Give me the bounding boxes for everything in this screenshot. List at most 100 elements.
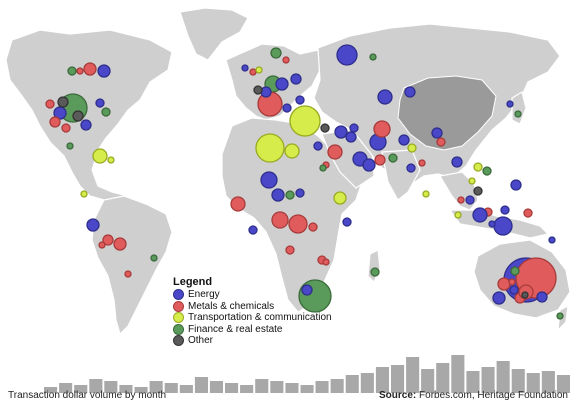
bubble-energy xyxy=(336,44,358,66)
histogram-bar xyxy=(59,383,73,393)
histogram-bar xyxy=(375,367,389,393)
bubble-metals xyxy=(508,278,516,286)
histogram-bar xyxy=(164,383,178,393)
bubble-energy xyxy=(241,64,249,72)
bubble-metals xyxy=(271,211,289,229)
bubble-metals xyxy=(113,237,127,251)
histogram-bar xyxy=(391,365,405,393)
legend-swatch-metals xyxy=(173,300,184,312)
bubble-metals xyxy=(102,234,114,246)
bubble-energy xyxy=(465,195,475,205)
bubble-transportation xyxy=(107,156,115,164)
bubble-metals xyxy=(98,241,106,249)
bubble-energy xyxy=(431,127,443,139)
bubble-other xyxy=(320,123,330,133)
bubble-energy xyxy=(295,95,305,105)
bubble-finance xyxy=(270,47,282,59)
bubble-energy xyxy=(506,100,514,108)
bubble-metals xyxy=(288,214,308,234)
bubble-transportation xyxy=(255,133,285,163)
bubble-energy xyxy=(398,134,410,146)
bubble-transportation xyxy=(92,148,108,164)
bubble-other xyxy=(72,110,84,122)
bubble-metals xyxy=(230,196,246,212)
bubble-metals xyxy=(457,196,465,204)
bubble-finance xyxy=(388,153,398,163)
histogram-bar xyxy=(466,371,480,393)
histogram-bar xyxy=(149,381,163,393)
legend-label-metals: Metals & chemicals xyxy=(188,300,275,312)
histogram-bar xyxy=(119,385,133,393)
bubble-energy xyxy=(492,291,506,305)
bubble-transportation xyxy=(333,191,347,205)
china xyxy=(397,75,497,151)
bubble-energy xyxy=(95,98,105,108)
bubble-other xyxy=(253,85,263,95)
bubble-energy xyxy=(548,236,556,244)
bubble-metals xyxy=(83,62,97,76)
histogram-bar xyxy=(225,383,239,393)
histogram-bar xyxy=(360,373,374,393)
bubble-energy xyxy=(451,156,463,168)
bubble-metals xyxy=(374,154,386,166)
bubble-energy xyxy=(334,125,348,139)
legend-swatch-transportation xyxy=(173,312,184,324)
bubble-energy xyxy=(493,216,513,236)
bubble-metals xyxy=(418,159,426,167)
bubble-transportation xyxy=(473,162,483,172)
histogram-bar xyxy=(541,371,555,393)
legend-item-transportation: Transportation & communication xyxy=(173,312,373,324)
bubble-other xyxy=(57,96,69,108)
bubble-metals xyxy=(45,99,55,109)
bubble-energy xyxy=(362,158,376,172)
bubble-energy xyxy=(406,163,416,173)
histogram-bar xyxy=(511,369,525,393)
bubble-finance xyxy=(556,312,564,320)
bubble-energy xyxy=(271,188,285,202)
bubble-finance xyxy=(101,107,111,117)
bubble-transportation xyxy=(255,66,263,74)
bubble-energy xyxy=(349,123,359,133)
bubble-metals xyxy=(322,258,330,266)
bubble-metals xyxy=(373,120,391,138)
bubble-metals xyxy=(285,245,295,255)
source-text: Forbes.com, Heritage Foundation xyxy=(419,390,568,401)
bubble-transportation xyxy=(468,177,476,185)
bubble-energy xyxy=(301,284,313,296)
north-america xyxy=(5,29,173,207)
bubble-energy xyxy=(86,218,100,232)
histogram-bar xyxy=(300,385,314,393)
bubble-metals xyxy=(76,67,84,75)
bubble-transportation xyxy=(80,190,88,198)
legend-swatch-other xyxy=(173,335,184,347)
bubble-transportation xyxy=(454,211,462,219)
bubble-metals xyxy=(249,68,257,76)
legend-swatch-finance xyxy=(173,323,184,335)
bubble-energy xyxy=(500,205,510,215)
histogram-bar xyxy=(104,381,118,393)
monthly-volume-histogram xyxy=(44,355,570,393)
bubble-energy xyxy=(488,220,496,228)
histogram-bar xyxy=(345,375,359,393)
histogram-bar xyxy=(451,355,465,393)
bubble-energy xyxy=(248,225,258,235)
bubble-energy xyxy=(260,171,278,189)
bubble-finance xyxy=(150,254,158,262)
bubble-energy xyxy=(509,285,519,295)
bubble-energy xyxy=(80,119,92,131)
bubble-metals xyxy=(523,208,533,218)
bubble-finance xyxy=(319,164,327,172)
bubble-finance xyxy=(482,166,492,176)
legend-item-finance: Finance & real estate xyxy=(173,323,373,336)
histogram-bar xyxy=(481,367,495,393)
bubble-finance xyxy=(514,110,522,118)
bubble-transportation xyxy=(407,143,417,153)
source-credit: Source: Forbes.com, Heritage Foundation xyxy=(379,390,568,401)
bubble-energy xyxy=(53,106,67,120)
legend-item-other: Other xyxy=(173,335,373,347)
bubble-energy xyxy=(290,73,302,85)
bubble-energy xyxy=(536,291,548,303)
histogram-bar xyxy=(315,381,329,393)
bubble-finance xyxy=(67,66,77,76)
histogram-bar xyxy=(406,357,420,393)
